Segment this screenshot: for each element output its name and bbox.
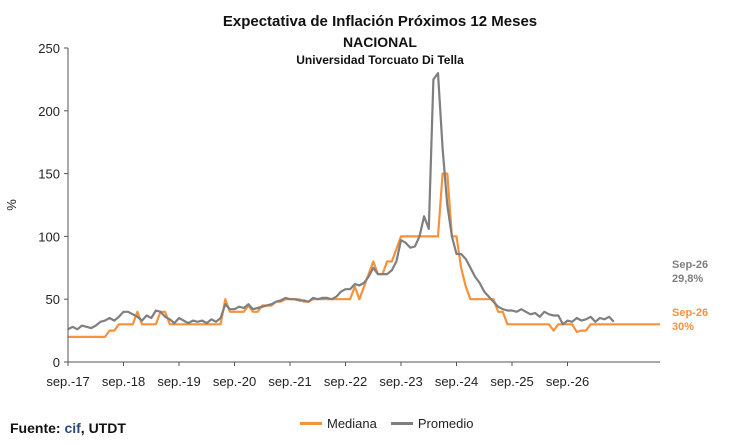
x-tick-label: sep.-20 <box>213 374 256 389</box>
legend-swatch-mediana <box>300 422 322 425</box>
annotation-promedio: Sep-26 29,8% <box>672 258 708 286</box>
y-tick-label: 200 <box>38 104 60 119</box>
annotation-promedio-value: 29,8% <box>672 273 704 285</box>
chart-subtitle-2: Universidad Torcuato Di Tella <box>296 53 464 67</box>
x-tick-label: sep.-18 <box>102 374 145 389</box>
series-line-promedio <box>67 71 615 331</box>
source-highlight: cif <box>64 420 81 436</box>
x-tick-label: sep.-21 <box>268 374 311 389</box>
x-tick-label: sep.-22 <box>324 374 367 389</box>
legend-label-mediana: Mediana <box>327 416 377 431</box>
y-tick-label: 250 <box>38 41 60 56</box>
legend-item-mediana: Mediana <box>300 416 377 431</box>
x-tick-label: sep.-23 <box>379 374 422 389</box>
series-line-mediana <box>68 172 660 338</box>
chart-title: Expectativa de Inflación Próximos 12 Mes… <box>222 13 538 30</box>
legend-label-promedio: Promedio <box>417 416 474 431</box>
annotation-mediana-label: Sep-26 <box>672 307 709 319</box>
chart-subtitle: NACIONAL <box>343 34 417 50</box>
chart-legend: Mediana Promedio <box>300 416 488 431</box>
annotation-mediana-value: 30% <box>672 321 695 333</box>
y-tick-label: 0 <box>53 355 60 370</box>
x-tick-label: sep.-17 <box>46 374 89 389</box>
annotation-mediana: Sep-26 30% <box>672 306 708 334</box>
y-tick-label: 150 <box>38 167 60 182</box>
source-prefix: Fuente: <box>10 420 65 436</box>
y-tick-label: 50 <box>46 292 60 307</box>
x-tick-label: sep.-24 <box>435 374 478 389</box>
source-note: Fuente: cif, UTDT <box>10 420 126 436</box>
source-suffix: , UTDT <box>80 420 126 436</box>
legend-item-promedio: Promedio <box>390 416 474 431</box>
annotation-promedio-label: Sep-26 <box>672 259 709 271</box>
legend-swatch-promedio <box>390 422 413 425</box>
x-tick-label: sep.-26 <box>546 374 589 389</box>
y-tick-label: 100 <box>38 229 60 244</box>
x-tick-label: sep.-19 <box>157 374 200 389</box>
x-tick-label: sep.-25 <box>490 374 533 389</box>
y-axis-label: % <box>4 199 19 211</box>
